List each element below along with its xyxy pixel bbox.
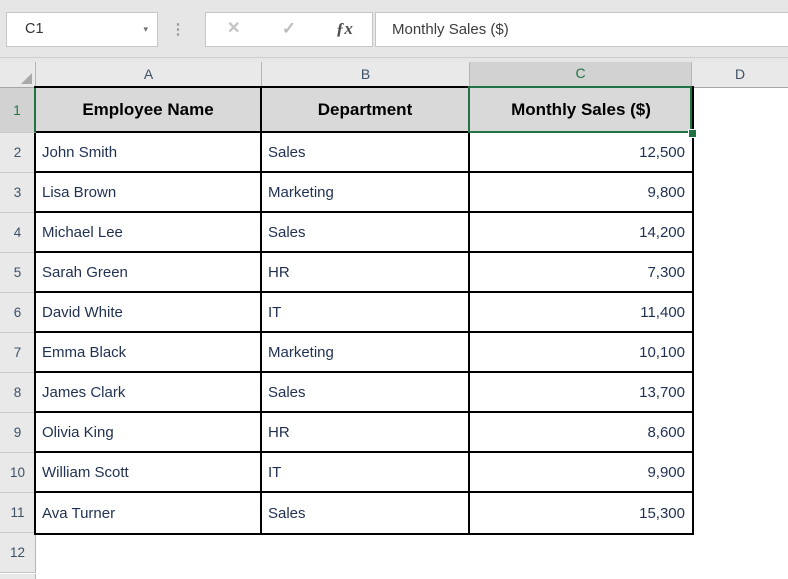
cell-C5[interactable]: 7,300 <box>470 253 692 293</box>
cell-A3[interactable]: Lisa Brown <box>36 173 262 213</box>
formula-buttons: ✕ ✓ ƒx <box>205 12 373 47</box>
row-header-partial <box>0 574 36 579</box>
toolbar-divider <box>0 57 788 58</box>
cell-B10[interactable]: IT <box>262 453 470 493</box>
column-header-b[interactable]: B <box>262 62 470 87</box>
cell-A4[interactable]: Michael Lee <box>36 213 262 253</box>
row-header-11[interactable]: 11 <box>0 493 36 533</box>
formula-bar-input[interactable]: Monthly Sales ($) <box>375 12 788 47</box>
cell-C10[interactable]: 9,900 <box>470 453 692 493</box>
cell-B3[interactable]: Marketing <box>262 173 470 213</box>
cell-A9[interactable]: Olivia King <box>36 413 262 453</box>
select-all-button[interactable] <box>0 62 36 87</box>
cell-C4[interactable]: 14,200 <box>470 213 692 253</box>
fill-handle[interactable] <box>688 129 697 138</box>
cell-C9[interactable]: 8,600 <box>470 413 692 453</box>
cell-B2[interactable]: Sales <box>262 133 470 173</box>
cell-B7[interactable]: Marketing <box>262 333 470 373</box>
cell-A1[interactable]: Employee Name <box>36 88 262 133</box>
insert-function-icon[interactable]: ƒx <box>335 19 353 38</box>
cell-A7[interactable]: Emma Black <box>36 333 262 373</box>
formula-toolbar: C1 ▾ ⋮ ✕ ✓ ƒx Monthly Sales ($) <box>0 0 788 62</box>
data-table: Employee Name Department Monthly Sales ($)… <box>34 86 694 535</box>
cell-B5[interactable]: HR <box>262 253 470 293</box>
cell-A10[interactable]: William Scott <box>36 453 262 493</box>
select-all-triangle-icon <box>21 73 32 84</box>
cell-A5[interactable]: Sarah Green <box>36 253 262 293</box>
row-header-4[interactable]: 4 <box>0 213 36 253</box>
row-header-7[interactable]: 7 <box>0 333 36 373</box>
cancel-icon[interactable]: ✕ <box>226 20 241 37</box>
enter-icon[interactable]: ✓ <box>281 19 297 38</box>
cell-B4[interactable]: Sales <box>262 213 470 253</box>
cell-C2[interactable]: 12,500 <box>470 133 692 173</box>
name-box-value: C1 <box>25 21 44 37</box>
cell-C11[interactable]: 15,300 <box>470 493 692 533</box>
row-header-12[interactable]: 12 <box>0 533 36 573</box>
cell-C6[interactable]: 11,400 <box>470 293 692 333</box>
row-header-1[interactable]: 1 <box>0 88 36 133</box>
row-header-6[interactable]: 6 <box>0 293 36 333</box>
cell-C8[interactable]: 13,700 <box>470 373 692 413</box>
row-header-10[interactable]: 10 <box>0 453 36 493</box>
cell-B8[interactable]: Sales <box>262 373 470 413</box>
row-header-2[interactable]: 2 <box>0 133 36 173</box>
name-box[interactable]: C1 ▾ <box>6 12 158 47</box>
cell-A8[interactable]: James Clark <box>36 373 262 413</box>
cell-A2[interactable]: John Smith <box>36 133 262 173</box>
cell-C7[interactable]: 10,100 <box>470 333 692 373</box>
cell-A11[interactable]: Ava Turner <box>36 493 262 533</box>
column-header-d[interactable]: D <box>692 62 788 87</box>
cell-C1[interactable]: Monthly Sales ($) <box>470 88 692 133</box>
row-header-5[interactable]: 5 <box>0 253 36 293</box>
row-header-9[interactable]: 9 <box>0 413 36 453</box>
chevron-down-icon[interactable]: ▾ <box>143 24 148 34</box>
row-header-3[interactable]: 3 <box>0 173 36 213</box>
row-header-8[interactable]: 8 <box>0 373 36 413</box>
cell-A6[interactable]: David White <box>36 293 262 333</box>
formula-text: Monthly Sales ($) <box>392 21 509 38</box>
column-header-a[interactable]: A <box>36 62 262 87</box>
toolbar-resize-handle-icon[interactable]: ⋮ <box>170 21 186 38</box>
column-header-c[interactable]: C <box>470 62 692 88</box>
cell-C3[interactable]: 9,800 <box>470 173 692 213</box>
cell-B9[interactable]: HR <box>262 413 470 453</box>
cell-B6[interactable]: IT <box>262 293 470 333</box>
cell-B11[interactable]: Sales <box>262 493 470 533</box>
cell-B1[interactable]: Department <box>262 88 470 133</box>
